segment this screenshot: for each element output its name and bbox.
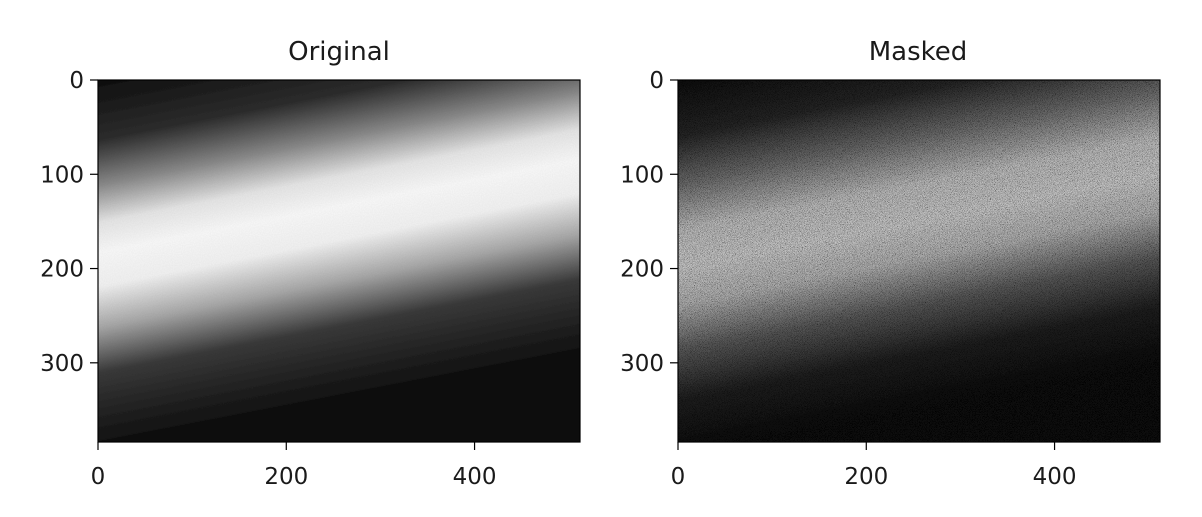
x-tick-label: 0 bbox=[671, 464, 686, 490]
title-masked: Masked bbox=[869, 37, 968, 67]
panel-masked: Masked 0 200 400 0 100 200 300 bbox=[620, 37, 1161, 490]
x-tick-label: 0 bbox=[91, 464, 106, 490]
image-original bbox=[98, 80, 580, 442]
y-tick-label: 100 bbox=[620, 162, 664, 188]
y-tick-label: 300 bbox=[40, 351, 84, 377]
y-tick-label: 100 bbox=[40, 162, 84, 188]
x-tick-label: 200 bbox=[844, 464, 888, 490]
image-masked bbox=[678, 80, 1160, 442]
y-tick-label: 300 bbox=[620, 351, 664, 377]
panel-original: Original 0 200 400 0 100 200 300 bbox=[40, 37, 581, 490]
axes-masked: 0 200 400 0 100 200 300 bbox=[620, 68, 1076, 490]
axes-original: 0 200 400 0 100 200 300 bbox=[40, 68, 496, 490]
y-tick-label: 200 bbox=[40, 257, 84, 283]
y-tick-label: 0 bbox=[69, 68, 84, 94]
y-tick-label: 0 bbox=[649, 68, 664, 94]
x-tick-label: 400 bbox=[453, 464, 497, 490]
x-tick-label: 400 bbox=[1033, 464, 1077, 490]
x-tick-label: 200 bbox=[264, 464, 308, 490]
y-tick-label: 200 bbox=[620, 257, 664, 283]
title-original: Original bbox=[288, 37, 390, 67]
